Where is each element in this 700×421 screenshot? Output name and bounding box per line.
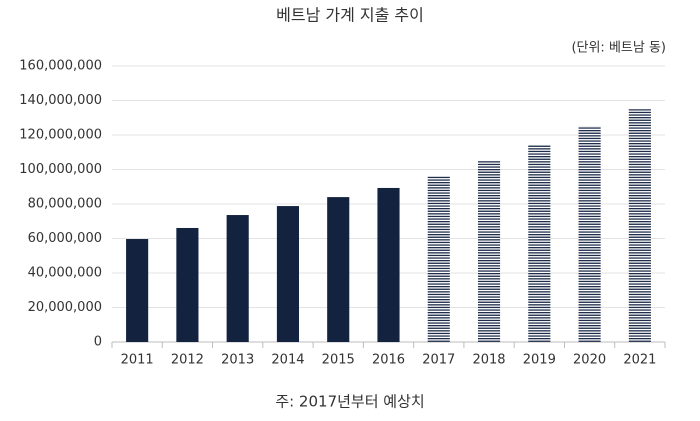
chart-subtitle: (단위: 베트남 동): [571, 41, 666, 56]
bar: [226, 215, 249, 342]
y-tick-label: 60,000,000: [28, 231, 102, 246]
bar: [327, 197, 350, 342]
x-tick-label: 2015: [322, 353, 355, 368]
x-tick-label: 2012: [171, 353, 204, 368]
x-tick-label: 2019: [523, 353, 556, 368]
bar: [628, 109, 651, 342]
x-tick-label: 2020: [573, 353, 606, 368]
x-tick-label: 2021: [623, 353, 656, 368]
bar: [176, 227, 199, 342]
bar: [578, 126, 601, 342]
y-tick-label: 40,000,000: [28, 266, 102, 281]
y-tick-label: 100,000,000: [19, 162, 102, 177]
chart-title: 베트남 가계 지출 추이: [276, 6, 424, 25]
y-tick-label: 80,000,000: [28, 197, 102, 212]
bar: [528, 145, 551, 342]
x-tick-label: 2017: [422, 353, 455, 368]
bar: [126, 239, 149, 342]
bar: [276, 206, 300, 342]
x-tick-label: 2016: [372, 353, 405, 368]
bar: [427, 176, 450, 342]
bar: [377, 187, 400, 342]
y-tick-label: 160,000,000: [19, 59, 102, 74]
y-tick-label: 140,000,000: [19, 93, 102, 108]
x-tick-label: 2013: [221, 353, 254, 368]
y-tick-label: 0: [94, 335, 102, 350]
y-tick-label: 20,000,000: [28, 300, 102, 315]
chart-note: 주: 2017년부터 예상치: [275, 393, 424, 411]
y-tick-label: 120,000,000: [19, 128, 102, 143]
x-tick-label: 2011: [121, 353, 154, 368]
x-tick-label: 2014: [271, 353, 304, 368]
x-tick-label: 2018: [472, 353, 505, 368]
bar: [477, 161, 501, 342]
